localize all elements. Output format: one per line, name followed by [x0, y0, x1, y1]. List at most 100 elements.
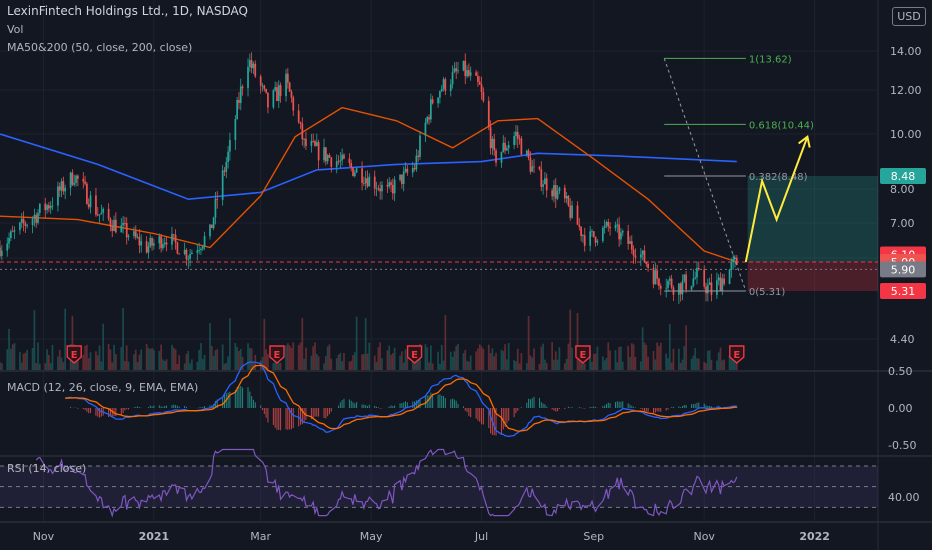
- ma-legend[interactable]: MA50&200 (50, close, 200, close): [7, 41, 193, 54]
- candle-body: [241, 86, 244, 89]
- volume-bar: [506, 359, 508, 370]
- volume-bar: [439, 363, 441, 370]
- volume-bar: [520, 353, 523, 370]
- candle-body: [411, 168, 414, 173]
- price-axis-tick-label: 14.00: [890, 45, 922, 58]
- volume-bar: [480, 346, 483, 370]
- candle-body: [10, 231, 12, 238]
- volume-bar: [35, 363, 38, 370]
- candle-body: [601, 227, 604, 241]
- price-badge-label: 5.90: [891, 263, 916, 276]
- candle-body: [6, 243, 9, 251]
- candle-body: [551, 190, 554, 197]
- volume-bar: [583, 363, 586, 370]
- candle-body: [734, 257, 736, 260]
- candle-body: [578, 224, 581, 227]
- volume-bar: [404, 349, 407, 370]
- candle-body: [478, 81, 481, 85]
- candle-body: [667, 280, 669, 288]
- candle-body: [100, 212, 103, 215]
- candle-body: [641, 250, 644, 255]
- volume-bar: [113, 344, 115, 370]
- volume-bar: [464, 349, 467, 370]
- candle-body: [621, 230, 624, 233]
- candle-body: [191, 252, 193, 255]
- volume-bar: [33, 310, 36, 370]
- fibonacci: 1(13.62) 0.618(10.44) 0.382(8.48) 0(5.31): [663, 54, 814, 298]
- candle-body: [147, 246, 150, 253]
- volume-bar: [324, 356, 327, 370]
- volume-bar: [728, 355, 731, 370]
- candle-body: [96, 214, 99, 216]
- volume-bar: [187, 350, 190, 370]
- volume-bar: [388, 345, 391, 370]
- candle-body: [290, 91, 293, 98]
- volume-bar: [158, 351, 161, 370]
- volume-bar: [330, 358, 333, 370]
- volume-bar: [540, 346, 543, 370]
- candle-body: [583, 235, 586, 246]
- volume-bar: [466, 360, 468, 370]
- candle-body: [366, 178, 369, 187]
- candle-body: [254, 63, 257, 77]
- volume-bar: [303, 358, 305, 370]
- candle-body: [620, 232, 622, 240]
- volume-bar: [643, 342, 646, 370]
- time-axis-label: Nov: [33, 530, 55, 543]
- volume-bar: [444, 315, 447, 370]
- volume-bar: [0, 363, 3, 370]
- volume-bar: [196, 361, 199, 370]
- volume-bar: [76, 356, 79, 370]
- candle-body: [381, 184, 383, 192]
- candle-body: [299, 122, 302, 124]
- candle-body: [668, 278, 671, 281]
- candle-body: [614, 224, 617, 229]
- volume-bar: [641, 327, 644, 370]
- candle-body: [645, 262, 648, 264]
- volume-bar: [95, 351, 97, 370]
- volume-bar: [203, 354, 206, 370]
- volume-bar: [22, 353, 25, 370]
- macd-legend[interactable]: MACD (12, 26, close, 9, EMA, EMA): [7, 381, 199, 394]
- volume-bar: [57, 356, 59, 370]
- candle-body: [165, 242, 168, 245]
- candle-body: [57, 186, 59, 206]
- candle-body: [525, 150, 528, 155]
- candle-body: [665, 287, 668, 289]
- volume-bar: [198, 349, 200, 370]
- fib-trend-line: [663, 58, 747, 292]
- candle-body: [314, 141, 316, 146]
- candle-body: [502, 142, 505, 152]
- candle-body: [20, 218, 23, 223]
- volume-bar: [495, 352, 497, 370]
- volume-bar: [263, 318, 266, 370]
- volume-bar: [576, 313, 579, 370]
- volume-bar: [122, 308, 124, 370]
- symbol-title[interactable]: LexinFintech Holdings Ltd., 1D, NASDAQ: [7, 4, 248, 18]
- candle-body: [531, 166, 534, 172]
- volume-bar: [551, 342, 554, 370]
- volume-bar: [252, 361, 255, 370]
- candle-body: [556, 191, 559, 199]
- volume-bar: [614, 350, 617, 370]
- volume-bar: [265, 349, 267, 370]
- volume-bar: [350, 360, 353, 370]
- volume-bar: [178, 355, 181, 370]
- rsi-legend[interactable]: RSI (14, close): [7, 462, 87, 475]
- candle-body: [113, 219, 115, 231]
- currency-button[interactable]: USD: [892, 7, 926, 26]
- candle-body: [477, 75, 479, 82]
- candle-body: [341, 154, 344, 161]
- candle-body: [33, 214, 36, 219]
- volume-bar: [216, 349, 219, 370]
- candle-body: [239, 86, 242, 103]
- volume-legend[interactable]: Vol: [7, 23, 24, 36]
- volume-bar: [440, 344, 443, 370]
- candle-body: [426, 117, 429, 123]
- candle-body: [285, 73, 287, 97]
- volume-bar: [162, 359, 164, 370]
- volume-bar: [48, 354, 50, 370]
- candle-body: [482, 91, 485, 101]
- candle-body: [201, 246, 204, 249]
